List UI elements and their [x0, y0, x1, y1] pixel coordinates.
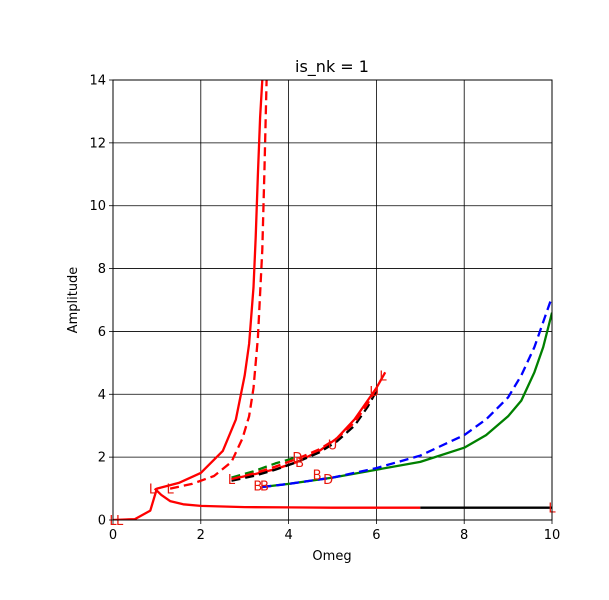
series-line-3 — [153, 487, 421, 509]
point-marker-label: D — [323, 473, 333, 488]
series-line-2 — [169, 80, 268, 490]
series-line-1 — [113, 80, 264, 520]
point-marker-label: B — [313, 468, 322, 483]
point-marker-label: B — [253, 479, 262, 494]
point-marker-label: B — [295, 456, 304, 471]
point-marker-label: U — [328, 439, 338, 454]
y-tick-label: 0 — [98, 514, 106, 529]
series-line-6 — [231, 390, 378, 482]
x-tick-label: 0 — [109, 528, 117, 543]
point-marker-label: B — [260, 479, 269, 494]
y-axis-label: Amplitude — [66, 267, 81, 334]
x-axis-ticks: 0 2 4 6 8 10 — [109, 520, 560, 543]
series-line-10 — [262, 296, 552, 489]
point-marker-label: L — [149, 483, 157, 498]
plot-frame — [112, 79, 553, 521]
point-marker-label: L — [228, 473, 236, 488]
point-marker-label: L — [166, 483, 174, 498]
x-tick-label: 4 — [284, 528, 292, 543]
point-marker-label: U — [369, 385, 379, 400]
point-marker-label: L — [379, 369, 387, 384]
series-line-7 — [231, 455, 298, 479]
x-tick-label: 10 — [544, 528, 561, 543]
y-tick-label: 8 — [98, 262, 106, 277]
series-line-8 — [231, 387, 378, 481]
series-layer — [113, 80, 552, 520]
y-tick-label: 2 — [98, 451, 106, 466]
y-tick-label: 12 — [89, 136, 106, 151]
y-tick-label: 14 — [89, 74, 106, 89]
y-axis-ticks: 0 2 4 6 8 10 12 14 — [89, 74, 113, 529]
point-marker-label: L — [116, 514, 124, 529]
x-tick-label: 8 — [460, 528, 468, 543]
y-tick-label: 6 — [98, 325, 106, 340]
y-tick-label: 4 — [98, 388, 106, 403]
x-axis-label: Omeg — [312, 549, 351, 564]
chart-title: is_nk = 1 — [295, 57, 369, 77]
point-marker-label: D — [292, 451, 302, 466]
y-tick-label: 10 — [89, 199, 106, 214]
x-tick-label: 2 — [197, 528, 205, 543]
x-tick-label: 6 — [372, 528, 380, 543]
